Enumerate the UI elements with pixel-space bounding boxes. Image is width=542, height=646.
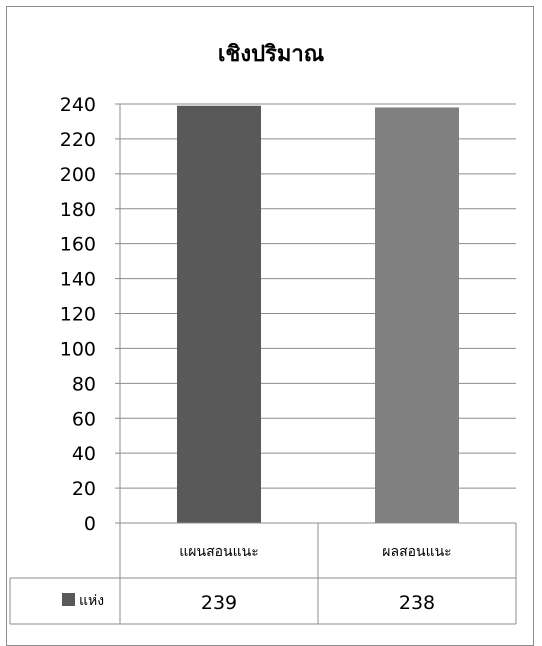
- data-label: 239: [201, 592, 237, 614]
- y-tick-label: 20: [72, 478, 96, 500]
- x-category-label: แผนสอนแนะ: [179, 544, 258, 560]
- chart-title: เชิงปริมาณ: [217, 42, 325, 67]
- bar: [375, 107, 459, 523]
- y-tick-label: 240: [60, 94, 96, 116]
- y-tick-label: 200: [60, 164, 96, 186]
- y-tick-label: 40: [72, 443, 96, 465]
- y-tick-label: 160: [60, 234, 96, 256]
- x-category-label: ผลสอนแนะ: [382, 544, 451, 560]
- y-tick-label: 0: [84, 513, 96, 535]
- y-tick-label: 180: [60, 199, 96, 221]
- legend-swatch: [62, 593, 75, 606]
- y-tick-label: 80: [72, 373, 96, 395]
- data-label: 238: [399, 592, 435, 614]
- y-tick-label: 220: [60, 129, 96, 151]
- y-tick-label: 120: [60, 304, 96, 326]
- y-tick-label: 140: [60, 269, 96, 291]
- y-tick-label: 100: [60, 338, 96, 360]
- y-tick-label: 60: [72, 408, 96, 430]
- bar: [177, 105, 261, 523]
- legend-label: แห่ง: [79, 593, 104, 609]
